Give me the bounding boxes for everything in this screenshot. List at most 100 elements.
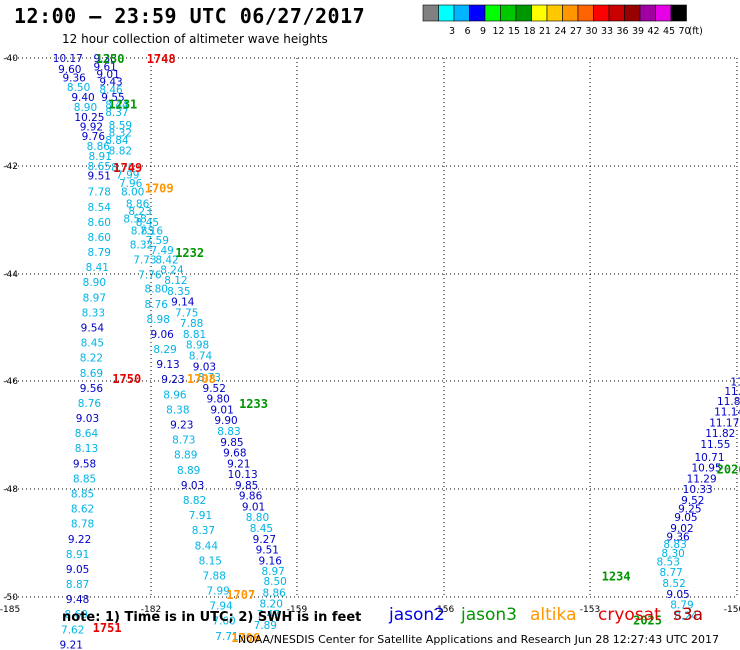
swh-value: 10.17 <box>53 53 83 65</box>
swh-value: 9.16 <box>259 555 283 567</box>
swh-value: 11.86 <box>717 396 740 408</box>
swh-value: 9.51 <box>256 545 279 557</box>
swh-value: 8.12 <box>164 275 187 287</box>
pass-time-label: 1751 <box>93 621 122 635</box>
x-tick-label: -159 <box>287 605 308 615</box>
swh-value: 8.65 <box>88 161 111 173</box>
swh-value: 9.43 <box>99 77 122 89</box>
swh-value: 7.88 <box>180 318 203 330</box>
swh-value: 7.49 <box>150 245 173 257</box>
swh-value: 10.25 <box>74 112 104 124</box>
scale-tick-label: 45 <box>663 26 675 37</box>
swh-value: 8.86 <box>87 141 111 153</box>
swh-value: 9.03 <box>193 361 216 373</box>
scale-tick-label: 3 <box>449 26 455 37</box>
pass-time-label: 1706 <box>231 631 260 645</box>
swh-value: 11 <box>730 376 740 388</box>
swh-value: 8.54 <box>88 202 112 214</box>
swh-value: 9.27 <box>253 534 276 546</box>
swh-value: 8.98 <box>147 314 170 326</box>
swh-value: 8.15 <box>199 555 222 567</box>
pass-time-label: 1749 <box>113 161 142 175</box>
swh-value: 7.60 <box>212 616 235 628</box>
swh-value: 7.94 <box>209 601 233 613</box>
swh-value: 8.78 <box>71 519 94 531</box>
swh-value: 9.68 <box>223 448 246 460</box>
scale-unit-label: (ft) <box>689 26 703 37</box>
scale-tick-label: 36 <box>616 26 628 37</box>
swh-value: 8.42 <box>155 255 178 267</box>
satellite-label-cryosat: cryosat <box>598 605 661 625</box>
x-tick-label: -150 <box>724 605 740 615</box>
swh-value: 9.92 <box>80 121 103 133</box>
pass-time-label: 1250 <box>96 52 125 66</box>
swh-value: 11.82 <box>705 428 735 440</box>
swh-value: 8.82 <box>109 146 132 158</box>
swh-value: 10.33 <box>683 484 713 496</box>
swh-value: 7.99 <box>116 169 139 181</box>
swh-value: 11.17 <box>709 417 739 429</box>
swh-value: 8.90 <box>74 102 97 114</box>
scale-tick-label: 9 <box>480 26 486 37</box>
swh-value: 8.60 <box>64 609 87 621</box>
credit-line: NOAA/NESDIS Center for Satellite Applica… <box>238 633 720 646</box>
y-tick-label: -44 <box>3 270 18 280</box>
swh-value: 9.25 <box>678 504 701 516</box>
swh-value: 8.74 <box>189 351 213 363</box>
swh-value: 8.20 <box>260 598 283 610</box>
swh-value: 8.83 <box>663 539 686 551</box>
swh-value: 9.36 <box>666 532 690 544</box>
swh-value: 8.64 <box>75 428 99 440</box>
swh-value: 8.89 <box>177 465 200 477</box>
swh-value: 9.06 <box>150 329 174 341</box>
x-tick-label: -153 <box>580 605 600 615</box>
pass-time-label: 1748 <box>147 52 176 66</box>
chart-subtitle: 12 hour collection of altimeter wave hei… <box>62 32 328 46</box>
swh-value: 9.58 <box>73 458 96 470</box>
swh-value: 9.22 <box>68 534 91 546</box>
swh-value: 8.69 <box>80 368 103 380</box>
x-tick-label: -156 <box>434 605 455 615</box>
x-tick-label: -182 <box>141 605 161 615</box>
swh-value: 7.78 <box>88 187 111 199</box>
swh-value: 8.50 <box>263 576 286 588</box>
satellite-label-jason2: jason2 <box>389 605 445 625</box>
swh-value: 9.05 <box>666 589 689 601</box>
swh-value: 8.24 <box>160 264 184 276</box>
pass-time-label: 1750 <box>112 372 141 386</box>
swh-value: 8.79 <box>670 600 693 612</box>
swh-value: 7.89 <box>254 620 277 632</box>
swh-value: 8.85 <box>131 225 154 237</box>
swh-value: 8.86 <box>262 588 286 600</box>
swh-value: 8.80 <box>246 512 269 524</box>
swh-value: 8.33 <box>82 307 105 319</box>
swh-value: 9.23 <box>170 420 193 432</box>
scale-tick-label: 18 <box>523 26 535 37</box>
swh-value: 10.13 <box>228 469 258 481</box>
swh-value: 9.03 <box>76 413 99 425</box>
swh-value: 8.83 <box>217 426 240 438</box>
swh-value: 8.50 <box>67 82 90 94</box>
swh-value: 9.14 <box>171 297 195 309</box>
swh-value: 8.87 <box>66 579 89 591</box>
scale-tick-label: 30 <box>585 26 597 37</box>
swh-value: 9.80 <box>206 394 229 406</box>
swh-value: 8.35 <box>167 286 190 298</box>
swh-value: 8.91 <box>66 549 89 561</box>
swh-value: 9.85 <box>235 480 258 492</box>
scale-tick-label: 39 <box>632 26 644 37</box>
swh-value: 8.37 <box>105 107 128 119</box>
satellite-label-altika: altika <box>530 605 577 625</box>
x-tick-label: -185 <box>0 605 20 615</box>
scale-tick-label: 33 <box>601 26 613 37</box>
swh-value: 9.03 <box>181 480 204 492</box>
swh-value: 8.81 <box>183 329 206 341</box>
swh-value: 8.97 <box>83 292 106 304</box>
swh-value: 8.85 <box>73 473 96 485</box>
pass-time-label: 1231 <box>108 97 137 111</box>
pass-time-label: 2026 <box>717 463 740 477</box>
swh-value: 8.58 <box>123 214 146 226</box>
swh-value: 8.44 <box>195 540 219 552</box>
swh-value: 9.48 <box>66 594 89 606</box>
